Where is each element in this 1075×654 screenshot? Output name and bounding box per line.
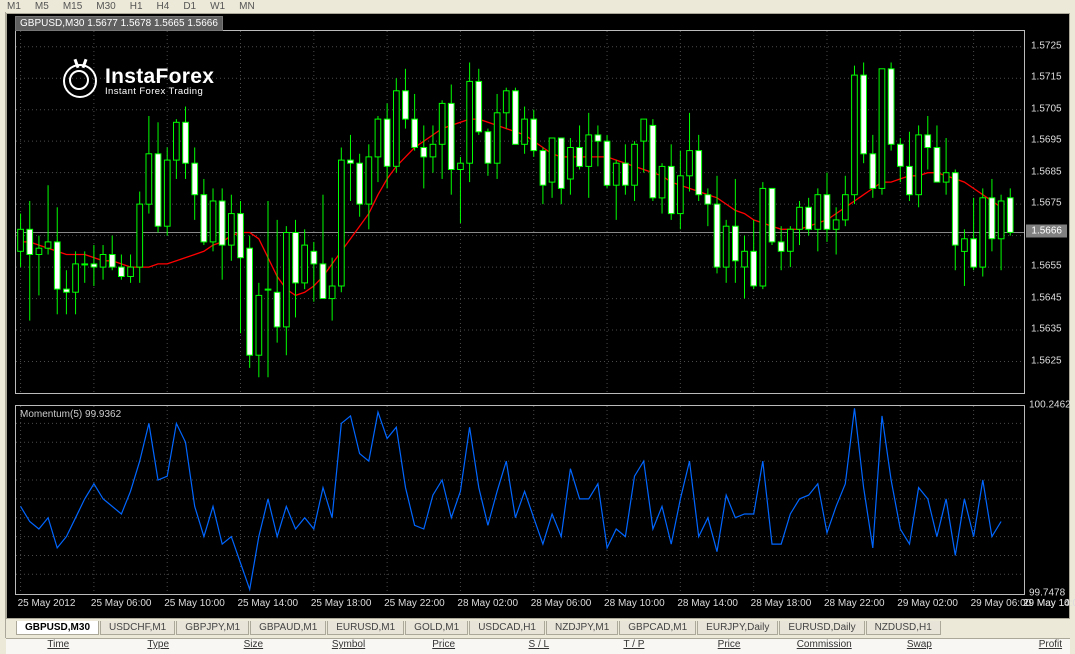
col-size[interactable]: Size (206, 639, 301, 654)
broker-logo: InstaForex Instant Forex Trading (63, 64, 214, 98)
col-type[interactable]: Type (111, 639, 206, 654)
tab-nzdusd-h1[interactable]: NZDUSD,H1 (866, 621, 941, 635)
tf-m15[interactable]: M15 (58, 1, 87, 12)
price-current: 1.5666 (1026, 225, 1067, 238)
chart-window: GBPUSD,M30 1.5677 1.5678 1.5665 1.5666 I… (6, 13, 1070, 619)
logo-icon (63, 64, 97, 98)
timeframe-bar: M1 M5 M15 M30 H1 H4D1 W1 MN (0, 0, 1075, 12)
col-swap[interactable]: Swap (872, 639, 967, 654)
momentum-label: Momentum(5) 99.9362 (20, 409, 121, 420)
col-sl[interactable]: S / L (491, 639, 586, 654)
tab-eurusd-daily[interactable]: EURUSD,Daily (779, 621, 864, 635)
tf-m30[interactable]: M30 (91, 1, 120, 12)
tf-mn[interactable]: MN (234, 1, 260, 12)
chart-title: GBPUSD,M30 1.5677 1.5678 1.5665 1.5666 (15, 16, 223, 31)
tab-gbpaud-m1[interactable]: GBPAUD,M1 (250, 621, 326, 635)
tf-m5[interactable]: M5 (30, 1, 54, 12)
tf-h1[interactable]: H1 (125, 1, 148, 12)
tf-d1[interactable]: D1 (178, 1, 201, 12)
tf-m1[interactable]: M1 (2, 1, 26, 12)
col-commission[interactable]: Commission (777, 639, 872, 654)
tab-gbpjpy-m1[interactable]: GBPJPY,M1 (176, 621, 249, 635)
col-price[interactable]: Price (396, 639, 491, 654)
tab-gbpusd-m30[interactable]: GBPUSD,M30 (16, 621, 99, 635)
tf-h4[interactable]: H4 (152, 1, 175, 12)
col-time[interactable]: Time (6, 639, 111, 654)
tab-usdcad-h1[interactable]: USDCAD,H1 (469, 621, 545, 635)
tab-eurusd-m1[interactable]: EURUSD,M1 (327, 621, 404, 635)
tf-w1[interactable]: W1 (205, 1, 230, 12)
tab-gold-m1[interactable]: GOLD,M1 (405, 621, 468, 635)
time-axis: 25 May 201225 May 06:0025 May 10:0025 Ma… (15, 596, 1025, 612)
momentum-y-axis: 99.7478100.2462 (1025, 405, 1067, 595)
col-tp[interactable]: T / P (586, 639, 681, 654)
tab-gbpcad-m1[interactable]: GBPCAD,M1 (619, 621, 696, 635)
col-symbol[interactable]: Symbol (301, 639, 396, 654)
col-profit[interactable]: Profit (967, 639, 1070, 654)
tab-nzdjpy-m1[interactable]: NZDJPY,M1 (546, 621, 618, 635)
price-y-axis: 1.56251.56351.56451.56551.56651.56751.56… (1027, 30, 1067, 394)
tab-usdchf-m1[interactable]: USDCHF,M1 (100, 621, 175, 635)
momentum-pane[interactable]: Momentum(5) 99.9362 (15, 405, 1025, 595)
terminal-header: TimeTypeSizeSymbolPriceS / LT / PPriceCo… (6, 638, 1070, 654)
chart-tabs: GBPUSD,M30USDCHF,M1GBPJPY,M1GBPAUD,M1EUR… (6, 620, 1070, 636)
tab-eurjpy-daily[interactable]: EURJPY,Daily (697, 621, 778, 635)
col-price[interactable]: Price (682, 639, 777, 654)
